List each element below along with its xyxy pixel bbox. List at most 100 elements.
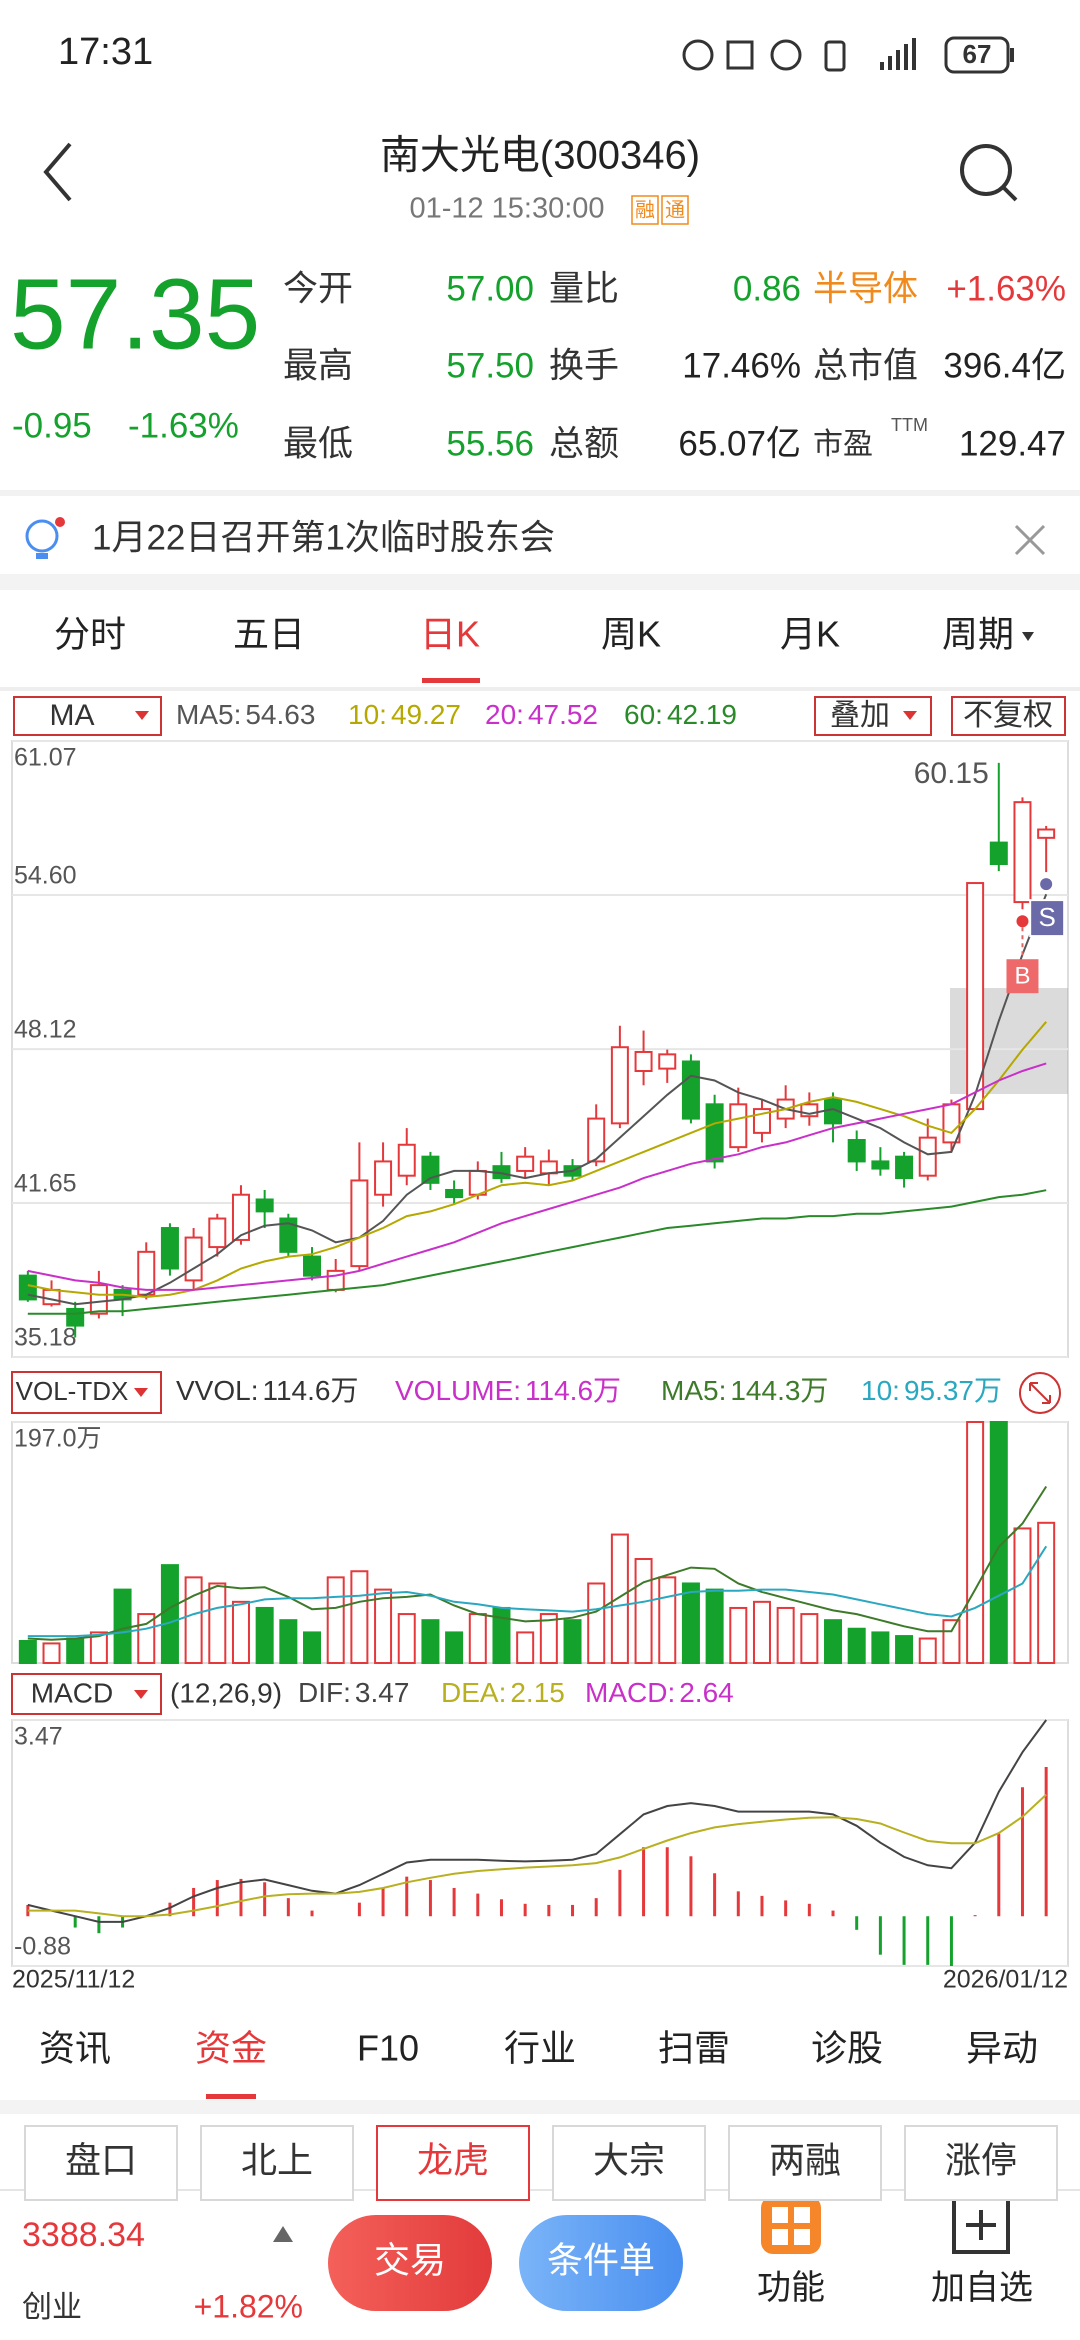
- divider: [0, 2100, 1080, 2114]
- section-tab[interactable]: 扫雷: [658, 2028, 730, 2069]
- search-button[interactable]: [960, 144, 1012, 196]
- candle-body: [160, 1227, 179, 1270]
- candle-body: [729, 1103, 748, 1149]
- legend-label: DIF:: [298, 1677, 351, 1708]
- volume-bar: [966, 1421, 985, 1664]
- legend-value: 3.47: [355, 1677, 410, 1708]
- stat-value: 17.46%: [682, 346, 801, 385]
- indicator-line: [27, 1189, 1047, 1315]
- y-tick-label: -0.88: [14, 1933, 71, 1961]
- signal: [880, 38, 916, 70]
- section-tab[interactable]: 异动: [966, 2028, 1038, 2069]
- indicator-select[interactable]: [11, 1371, 162, 1414]
- trade-label: 交易: [374, 2240, 446, 2281]
- period-tab[interactable]: 月K: [780, 614, 840, 655]
- sub-tab-label: 大宗: [593, 2140, 665, 2181]
- indicator-select[interactable]: [11, 1673, 162, 1715]
- expand-icon: [1029, 1382, 1051, 1404]
- period-tab[interactable]: 周K: [601, 614, 661, 655]
- sub-tab[interactable]: [728, 2125, 882, 2201]
- dropdown-arrow: [1022, 632, 1034, 641]
- period-tab[interactable]: 分时: [54, 614, 126, 655]
- indicator-name: VOL-TDX: [16, 1376, 129, 1406]
- indicator-select[interactable]: [13, 696, 162, 736]
- buy-label: B: [1014, 963, 1030, 990]
- section-tab[interactable]: F10: [357, 2028, 419, 2069]
- indicator-line: [27, 1545, 1048, 1638]
- volume-bar: [587, 1582, 606, 1664]
- legend-label: MA5:: [176, 699, 241, 730]
- period-tab[interactable]: 日K: [420, 614, 480, 655]
- tab-underline: [422, 678, 480, 683]
- volume-bar: [66, 1637, 85, 1664]
- candle-body: [800, 1103, 819, 1118]
- volume-bar: [326, 1576, 345, 1664]
- badge-text: 通: [665, 198, 685, 221]
- sub-tab[interactable]: [24, 2125, 178, 2201]
- price-change-pct: -1.63%: [128, 406, 239, 445]
- stat-value: 57.50: [446, 346, 534, 385]
- volume-bar: [397, 1613, 416, 1665]
- sub-tab[interactable]: [200, 2125, 354, 2201]
- close-notice[interactable]: [1014, 524, 1046, 556]
- legend-item: 10: 95.37万: [861, 1375, 1002, 1406]
- status-icon: [726, 40, 754, 70]
- volume-bar: [374, 1588, 393, 1665]
- candle-body: [539, 1160, 558, 1175]
- divider: [0, 687, 1080, 691]
- legend-value: 2.15: [510, 1677, 565, 1708]
- legend-label: VOLUME:: [395, 1375, 521, 1406]
- candle-body: [587, 1117, 606, 1163]
- legend-item: 20: 47.52: [485, 699, 598, 730]
- battery-level: 67: [963, 39, 992, 69]
- status-icon: [682, 39, 714, 71]
- candle-body: [681, 1060, 700, 1120]
- section-tab[interactable]: 行业: [504, 2028, 576, 2069]
- stat-label: 量比: [549, 269, 619, 308]
- volume-bar: [350, 1570, 369, 1665]
- candle-body: [184, 1236, 203, 1282]
- candle-body: [350, 1179, 369, 1268]
- sub-tab-label: 龙虎: [417, 2140, 489, 2181]
- badge: [631, 195, 659, 225]
- indicator-line: [27, 893, 1048, 1306]
- back-button[interactable]: [43, 142, 72, 202]
- candle-body: [42, 1288, 61, 1306]
- candle-body: [445, 1188, 464, 1199]
- legend-value: 42.19: [667, 699, 737, 730]
- trade-button[interactable]: [328, 2215, 492, 2311]
- stat-value: 65.07亿: [678, 424, 801, 463]
- macd-frame: [11, 1719, 1069, 1967]
- dropdown-arrow: [135, 711, 149, 720]
- sub-tab[interactable]: [904, 2125, 1058, 2201]
- stat-label: 总额: [549, 424, 619, 463]
- condition-button[interactable]: [519, 2215, 683, 2311]
- buy-marker: [1006, 959, 1039, 994]
- y-tick-label: 61.07: [14, 744, 77, 772]
- date-label: 2026/01/12: [943, 1966, 1068, 1994]
- indicator-line: [27, 1021, 1047, 1299]
- volume-bar: [468, 1613, 487, 1665]
- y-tick-label: 35.18: [14, 1324, 77, 1352]
- period-tab[interactable]: 五日: [233, 614, 305, 655]
- battery-tip: [1010, 48, 1014, 62]
- function-icon[interactable]: [761, 2196, 821, 2254]
- volume-bar: [847, 1627, 866, 1665]
- adjust-button[interactable]: [951, 696, 1066, 736]
- high-annotation: 60.15: [914, 757, 989, 790]
- function-grid: [772, 2207, 810, 2245]
- volume-bar: [705, 1588, 724, 1665]
- sub-tab[interactable]: [376, 2125, 530, 2201]
- period-tab[interactable]: 周期: [942, 614, 1014, 655]
- volume-bar: [681, 1582, 700, 1664]
- section-tab[interactable]: 资讯: [39, 2028, 111, 2069]
- candle-body: [231, 1193, 250, 1241]
- sub-tab[interactable]: [552, 2125, 706, 2201]
- legend-item: VOLUME: 114.6万: [395, 1375, 621, 1406]
- section-tab[interactable]: 诊股: [811, 2028, 883, 2069]
- section-tab[interactable]: 资金: [195, 2028, 267, 2069]
- candle-body: [137, 1250, 156, 1296]
- expand-button[interactable]: [1019, 1372, 1061, 1414]
- legend-value: 114.6万: [525, 1375, 621, 1406]
- legend-item: VVOL: 114.6万: [176, 1375, 358, 1406]
